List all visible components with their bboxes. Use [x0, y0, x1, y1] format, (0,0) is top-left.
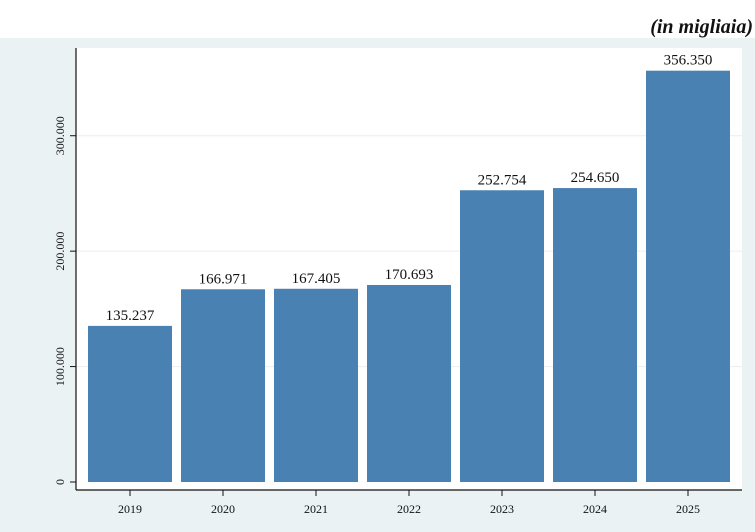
- x-tick-label: 2022: [397, 502, 421, 516]
- x-tick-label: 2025: [676, 502, 700, 516]
- unit-note: (in migliaia): [650, 16, 753, 38]
- y-ticks: 0 100.000 200.000 300.000: [53, 116, 76, 485]
- bar-2021: [274, 288, 358, 482]
- x-tick-label: 2021: [304, 502, 328, 516]
- x-tick-label: 2020: [211, 502, 235, 516]
- bars: [88, 70, 730, 482]
- chart-container: 135.237 166.971 167.405 170.693 252.754 254.6…: [0, 38, 755, 532]
- bar-2025: [646, 70, 730, 482]
- value-labels: 135.237 166.971 167.405 170.693 252.754 254.6…: [106, 53, 713, 324]
- value-label: 170.693: [385, 267, 434, 283]
- x-tick-label: 2023: [490, 502, 514, 516]
- value-label: 254.650: [571, 170, 620, 186]
- value-label: 356.350: [664, 53, 713, 69]
- value-label: 167.405: [292, 271, 341, 287]
- x-tick-label: 2019: [118, 502, 142, 516]
- value-label: 252.754: [478, 172, 527, 188]
- y-tick-label: 100.000: [53, 347, 67, 386]
- bar-2019: [88, 325, 172, 482]
- bar-2023: [460, 190, 544, 482]
- value-label: 135.237: [106, 308, 155, 324]
- value-label: 166.971: [199, 271, 248, 287]
- y-tick-label: 300.000: [53, 116, 67, 155]
- y-tick-label: 200.000: [53, 232, 67, 271]
- bar-2024: [553, 188, 637, 482]
- bar-2020: [181, 289, 265, 482]
- bar-chart: 135.237 166.971 167.405 170.693 252.754 254.6…: [0, 38, 755, 532]
- x-tick-label: 2024: [583, 502, 607, 516]
- y-tick-label: 0: [53, 479, 67, 485]
- bar-2022: [367, 284, 451, 482]
- x-ticks: 2019 2020 2021 2022 2023 2024 2025: [118, 490, 700, 516]
